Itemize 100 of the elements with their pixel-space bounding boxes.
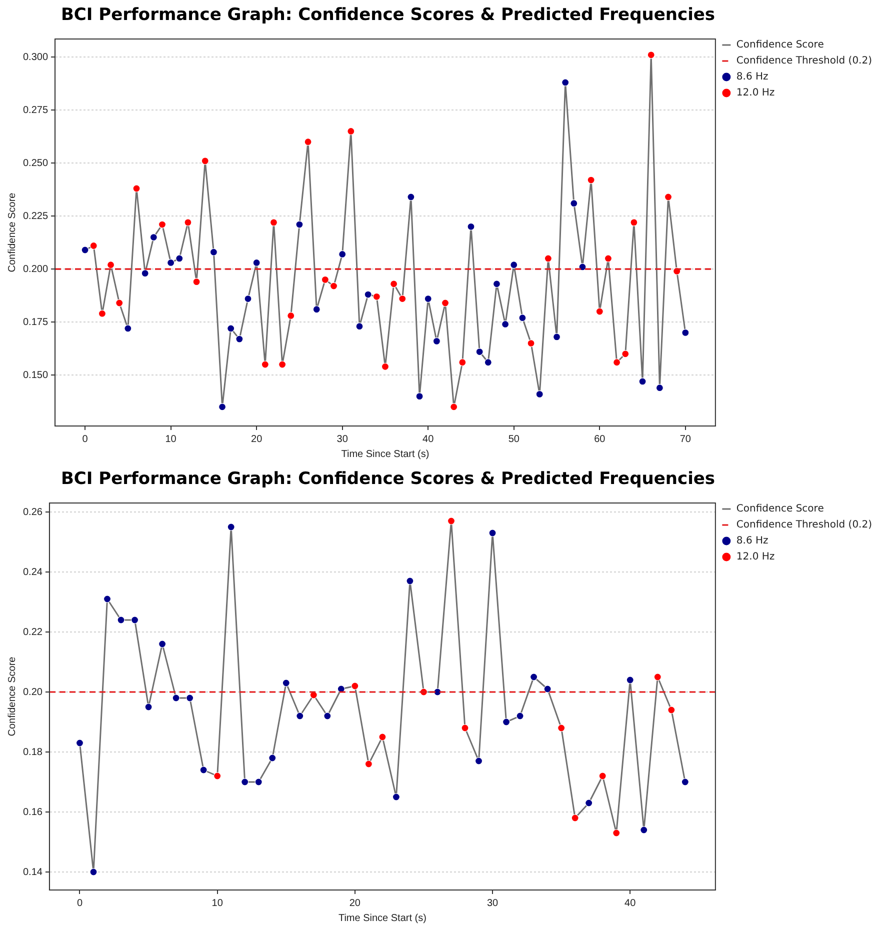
point bbox=[192, 278, 200, 286]
y-tick-label: 0.22 bbox=[22, 626, 43, 638]
legend-label: Confidence Score bbox=[736, 504, 824, 515]
point bbox=[510, 261, 518, 269]
y-tick-label: 0.18 bbox=[22, 746, 43, 758]
x-tick-label: 20 bbox=[251, 434, 263, 445]
point bbox=[587, 176, 595, 184]
legend-label: 12.0 Hz bbox=[736, 88, 775, 99]
point bbox=[622, 350, 630, 358]
point bbox=[604, 254, 612, 262]
point bbox=[530, 673, 538, 681]
point bbox=[578, 263, 586, 271]
y-tick-label: 0.300 bbox=[22, 52, 48, 63]
point bbox=[214, 772, 222, 780]
point bbox=[544, 254, 552, 262]
point bbox=[612, 829, 620, 837]
point bbox=[144, 703, 152, 711]
point bbox=[461, 724, 469, 732]
x-tick-label: 10 bbox=[165, 434, 177, 445]
point bbox=[321, 276, 329, 284]
point bbox=[681, 778, 689, 786]
point bbox=[416, 392, 424, 400]
point bbox=[682, 328, 690, 336]
point bbox=[268, 754, 276, 762]
point bbox=[141, 270, 149, 278]
y-axis-title: Confidence Score bbox=[6, 192, 18, 272]
point bbox=[278, 360, 286, 368]
point bbox=[398, 294, 406, 303]
point bbox=[516, 712, 524, 720]
point bbox=[585, 799, 593, 807]
point bbox=[200, 766, 208, 774]
point bbox=[116, 299, 124, 307]
point bbox=[598, 772, 606, 780]
point bbox=[210, 248, 218, 256]
point bbox=[458, 358, 466, 366]
y-tick-label: 0.225 bbox=[22, 210, 48, 222]
legend-label: Confidence Threshold (0.2) bbox=[736, 56, 872, 67]
point bbox=[252, 258, 260, 267]
legend-label: Confidence Threshold (0.2) bbox=[736, 520, 872, 531]
point bbox=[640, 826, 648, 834]
x-tick-label: 50 bbox=[508, 434, 520, 445]
legend-label: Confidence Score bbox=[736, 40, 824, 51]
point bbox=[90, 242, 98, 250]
y-tick-label: 0.175 bbox=[22, 316, 48, 328]
point bbox=[167, 258, 175, 267]
x-tick-label: 0 bbox=[76, 898, 83, 909]
point bbox=[150, 233, 158, 242]
point bbox=[158, 220, 166, 228]
point bbox=[124, 324, 132, 332]
point bbox=[158, 640, 166, 648]
point bbox=[184, 218, 192, 226]
point bbox=[201, 157, 209, 165]
legend-label: 12.0 Hz bbox=[736, 552, 775, 563]
point bbox=[626, 676, 634, 684]
point bbox=[390, 280, 398, 288]
chart-title: BCI Performance Graph: Confidence Scores & Predicted Frequencies bbox=[60, 468, 716, 491]
point bbox=[98, 310, 106, 318]
y-tick-label: 0.14 bbox=[22, 866, 43, 878]
point bbox=[364, 290, 372, 298]
point bbox=[484, 358, 492, 366]
point bbox=[552, 333, 561, 341]
point bbox=[441, 299, 450, 307]
point bbox=[324, 712, 332, 720]
chart-title: BCI Performance Graph: Confidence Scores & Predicted Frequencies bbox=[60, 4, 716, 27]
legend-label: 8.6 Hz bbox=[736, 536, 768, 547]
point bbox=[654, 673, 662, 681]
point bbox=[474, 757, 483, 765]
x-tick-label: 70 bbox=[680, 434, 692, 445]
point bbox=[270, 218, 278, 226]
point bbox=[571, 814, 579, 822]
point bbox=[612, 358, 621, 366]
point bbox=[227, 324, 235, 332]
point bbox=[372, 292, 380, 300]
x-tick-label: 0 bbox=[82, 434, 88, 445]
y-tick-label: 0.150 bbox=[22, 370, 48, 381]
point bbox=[218, 403, 226, 411]
point bbox=[668, 706, 676, 714]
point bbox=[103, 595, 112, 603]
x-tick-label: 30 bbox=[486, 898, 499, 909]
y-tick-label: 0.26 bbox=[22, 506, 43, 518]
point bbox=[518, 314, 526, 322]
x-tick-label: 20 bbox=[349, 898, 361, 909]
point bbox=[261, 360, 269, 368]
y-tick-label: 0.16 bbox=[22, 806, 43, 818]
point bbox=[424, 294, 432, 303]
point bbox=[432, 337, 440, 345]
point bbox=[312, 306, 320, 314]
point bbox=[656, 384, 664, 392]
point bbox=[227, 523, 235, 531]
point bbox=[562, 78, 570, 86]
point bbox=[536, 390, 544, 398]
point bbox=[244, 294, 252, 303]
y-tick-label: 0.275 bbox=[22, 104, 48, 116]
point bbox=[630, 218, 638, 226]
point bbox=[467, 222, 475, 230]
x-tick-label: 40 bbox=[422, 434, 434, 445]
point bbox=[381, 362, 390, 370]
point bbox=[476, 348, 484, 356]
point bbox=[186, 694, 194, 702]
point bbox=[236, 335, 244, 343]
